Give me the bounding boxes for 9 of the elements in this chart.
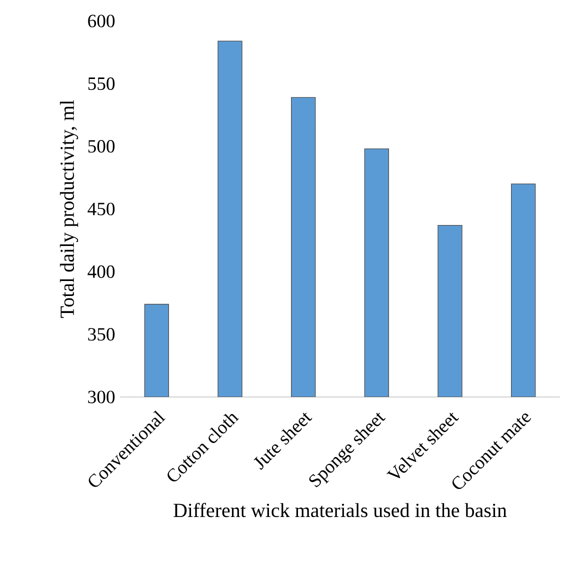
y-tick-label: 600 — [88, 14, 115, 28]
y-tick-label: 450 — [88, 202, 115, 216]
y-tick-label: 500 — [88, 140, 115, 153]
y-tick-label: 350 — [88, 328, 115, 341]
y-tick-label: 550 — [88, 77, 115, 90]
x-axis-title: Different wick materials used in the basin — [174, 502, 507, 518]
y-tick-label: 300 — [88, 390, 115, 404]
y-tick-label: 400 — [88, 265, 115, 278]
y-axis-title: Total daily productivity, ml — [60, 100, 78, 318]
